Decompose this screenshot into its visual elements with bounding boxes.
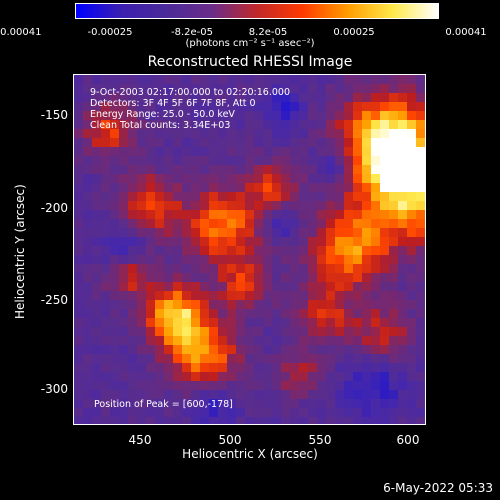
x-tick-label: 550 <box>308 433 332 447</box>
x-tick-label: 600 <box>396 433 420 447</box>
colorbar-tick-label: -0.00025 <box>87 27 133 38</box>
image-title: Reconstructed RHESSI Image <box>147 54 353 70</box>
x-tick-label: 450 <box>128 433 152 447</box>
info-total-counts: Clean Total counts: 3.34E+03 <box>90 120 231 131</box>
colorbar-tick-label: -8.2e-05 <box>171 27 213 38</box>
info-energy-range: Energy Range: 25.0 - 50.0 keV <box>90 109 235 120</box>
x-axis-label: Heliocentric X (arcsec) <box>182 447 318 461</box>
y-tick-label: -250 <box>40 293 68 307</box>
y-tick-label: -150 <box>40 108 68 122</box>
colorbar-tick-label: 0.00025 <box>333 27 375 38</box>
rhessi-image: 9-Oct-2003 02:17:00.000 to 02:20:16.000 … <box>73 74 426 425</box>
info-time-range: 9-Oct-2003 02:17:00.000 to 02:20:16.000 <box>90 87 291 98</box>
heatmap <box>74 75 425 424</box>
datestamp: 6-May-2022 05:33 <box>383 481 493 495</box>
y-tick-label: -200 <box>40 201 68 215</box>
colorbar-tick-label: 8.2e-05 <box>248 27 288 38</box>
colorbar <box>75 3 439 19</box>
colorbar-tick-label: -0.00041 <box>0 27 42 38</box>
colorbar-tick-label: 0.00041 <box>445 27 487 38</box>
peak-position: Position of Peak = [600,-178] <box>94 399 233 410</box>
y-axis-label: Heliocentric Y (arcsec) <box>13 184 27 319</box>
y-tick-label: -300 <box>40 382 68 396</box>
colorbar-units: (photons cm⁻² s⁻¹ asec⁻²) <box>185 38 315 49</box>
x-tick-label: 500 <box>218 433 242 447</box>
info-detectors: Detectors: 3F 4F 5F 6F 7F 8F, Att 0 <box>90 98 256 109</box>
